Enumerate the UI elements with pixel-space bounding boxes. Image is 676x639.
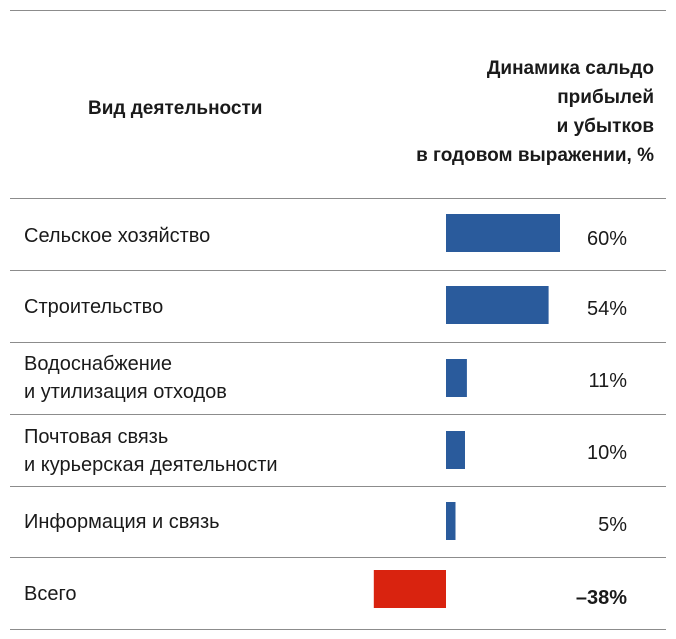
row-label-line: Водоснабжение: [24, 353, 173, 375]
row-label-water-supply: Водоснабжение и утилизация отходов: [24, 350, 227, 406]
table-top-divider: [10, 10, 666, 11]
data-label-total: –38%: [575, 587, 627, 609]
table-bottom-divider: [10, 629, 666, 630]
data-label: 5%: [598, 514, 627, 536]
row-label-line: Строительство: [24, 296, 164, 318]
row-label-line: Сельское хозяйство: [24, 225, 211, 247]
value-header-line: и убытков: [556, 116, 654, 137]
row-label-line: Почтовая связь: [24, 426, 169, 448]
data-label: 10%: [586, 442, 627, 464]
value-header-line: в годовом выражении, %: [416, 145, 654, 166]
row-label-information: Информация и связь: [24, 508, 220, 536]
row-label-line: и курьерская деятельности: [24, 454, 278, 476]
row-label-line: Всего: [24, 583, 77, 605]
row-divider: [10, 557, 666, 558]
data-label: 54%: [586, 298, 627, 320]
row-divider: [10, 270, 666, 271]
category-column-header: Вид деятельности: [88, 98, 263, 119]
row-divider: [10, 414, 666, 415]
row-divider: [10, 486, 666, 487]
header-divider: [10, 198, 666, 199]
value-header-line: Динамика сальдо: [486, 58, 654, 79]
bar: [446, 431, 465, 469]
data-label: 11%: [588, 370, 627, 392]
row-divider: [10, 342, 666, 343]
row-label-agriculture: Сельское хозяйство: [24, 222, 210, 250]
value-column-header: Динамика сальдо прибылей и убытков в год…: [354, 54, 654, 170]
bar: [446, 359, 467, 397]
row-label-total: Всего: [24, 580, 76, 608]
row-label-construction: Строительство: [24, 293, 163, 321]
bar: [446, 286, 549, 324]
row-label-line: Информация и связь: [24, 511, 220, 533]
bar: [373, 570, 446, 608]
bar: [446, 502, 456, 540]
value-header-line: прибылей: [557, 87, 654, 108]
data-label: 60%: [586, 228, 627, 250]
row-label-postal: Почтовая связь и курьерская деятельности: [24, 423, 278, 479]
row-label-line: и утилизация отходов: [24, 381, 227, 403]
bar: [446, 214, 560, 252]
